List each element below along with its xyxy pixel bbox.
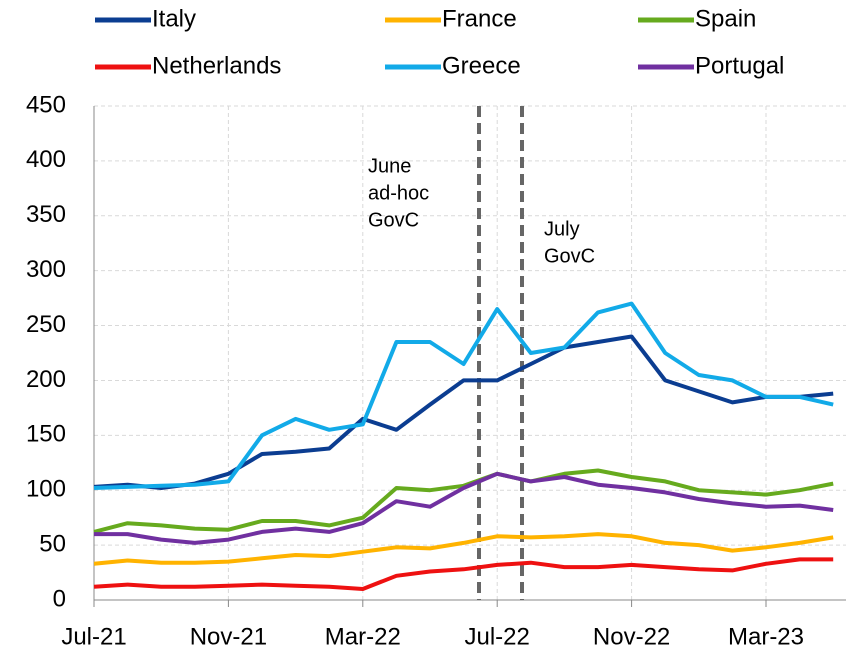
y-tick-label: 400 <box>26 146 66 173</box>
series-line <box>93 301 834 490</box>
y-tick-label: 150 <box>26 421 66 448</box>
annotation: GovC <box>368 209 419 231</box>
y-tick-label: 200 <box>26 366 66 393</box>
legend-label: Spain <box>695 5 756 32</box>
series-line <box>93 468 834 534</box>
series-line <box>94 471 834 545</box>
y-tick-label: 100 <box>26 476 66 503</box>
series-line <box>93 334 834 490</box>
x-tick-label: Mar-23 <box>728 623 804 650</box>
y-tick-label: 0 <box>53 585 66 612</box>
y-tick-label: 300 <box>26 256 66 283</box>
y-tick-label: 250 <box>26 311 66 338</box>
annotation: June <box>368 155 411 177</box>
x-tick-label: Jul-21 <box>61 623 126 650</box>
series-line <box>93 557 834 591</box>
annotation: July <box>544 218 580 240</box>
x-tick-label: Mar-22 <box>325 623 401 650</box>
legend-label: Portugal <box>695 52 784 79</box>
y-tick-label: 350 <box>26 201 66 228</box>
legend-label: Italy <box>152 5 196 32</box>
x-tick-label: Nov-21 <box>190 623 267 650</box>
y-tick-label: 50 <box>39 530 66 557</box>
legend-label: Netherlands <box>152 52 281 79</box>
y-tick-label: 450 <box>26 91 66 118</box>
series-line <box>93 532 834 566</box>
x-tick-label: Jul-22 <box>465 623 530 650</box>
legend-label: France <box>442 5 517 32</box>
annotation: GovC <box>544 245 595 267</box>
annotation: ad-hoc <box>368 182 429 204</box>
legend-label: Greece <box>442 52 521 79</box>
x-tick-label: Nov-22 <box>593 623 670 650</box>
